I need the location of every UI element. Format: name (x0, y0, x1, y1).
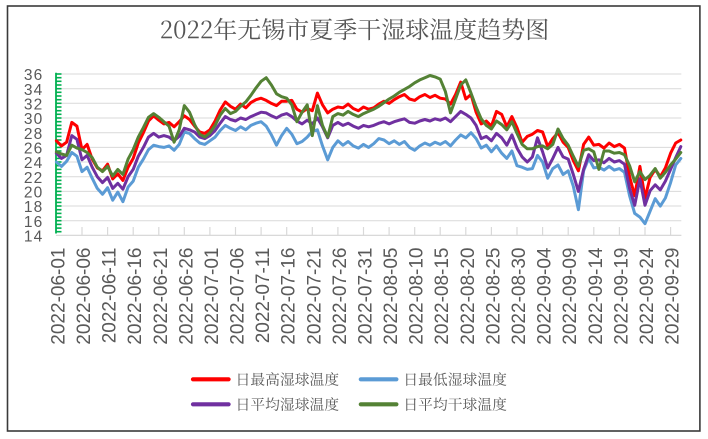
svg-text:2022-06-16: 2022-06-16 (125, 248, 146, 345)
svg-text:20: 20 (24, 185, 44, 202)
svg-text:2022-07-01: 2022-07-01 (202, 248, 223, 345)
svg-text:2022-07-11: 2022-07-11 (253, 248, 274, 344)
svg-text:2022-09-09: 2022-09-09 (560, 248, 581, 345)
svg-text:26: 26 (24, 141, 44, 158)
svg-text:2022-06-01: 2022-06-01 (48, 248, 69, 345)
svg-text:2022-06-11: 2022-06-11 (100, 248, 121, 344)
svg-text:2022-08-10: 2022-08-10 (407, 248, 428, 345)
svg-text:2022-09-19: 2022-09-19 (611, 248, 632, 345)
svg-text:2022-09-04: 2022-09-04 (535, 247, 556, 345)
svg-text:34: 34 (24, 82, 44, 99)
svg-text:28: 28 (24, 126, 44, 143)
svg-text:18: 18 (24, 199, 44, 216)
svg-text:14: 14 (24, 229, 44, 246)
svg-text:2022-06-06: 2022-06-06 (74, 248, 95, 345)
svg-text:2022-09-24: 2022-09-24 (637, 247, 658, 345)
svg-text:24: 24 (24, 155, 44, 172)
svg-text:2022-07-21: 2022-07-21 (304, 248, 325, 345)
svg-text:16: 16 (24, 214, 44, 231)
svg-text:2022-09-14: 2022-09-14 (586, 247, 607, 345)
svg-text:2022-08-05: 2022-08-05 (381, 248, 402, 345)
svg-text:2022-08-25: 2022-08-25 (483, 248, 504, 345)
svg-text:2022-08-30: 2022-08-30 (509, 248, 530, 345)
svg-text:30: 30 (24, 111, 44, 128)
svg-text:36: 36 (24, 67, 44, 84)
svg-text:2022-08-20: 2022-08-20 (458, 248, 479, 345)
svg-text:2022-08-15: 2022-08-15 (432, 248, 453, 345)
svg-text:32: 32 (24, 96, 44, 113)
svg-text:2022-07-26: 2022-07-26 (330, 248, 351, 345)
svg-text:2022-09-29: 2022-09-29 (663, 248, 684, 345)
svg-text:2022-07-06: 2022-07-06 (228, 248, 249, 345)
svg-text:2022-06-21: 2022-06-21 (151, 248, 172, 345)
svg-text:2022-07-31: 2022-07-31 (356, 248, 377, 345)
svg-text:2022-07-16: 2022-07-16 (279, 248, 300, 345)
svg-text:2022-06-26: 2022-06-26 (176, 248, 197, 345)
svg-text:22: 22 (24, 170, 44, 187)
